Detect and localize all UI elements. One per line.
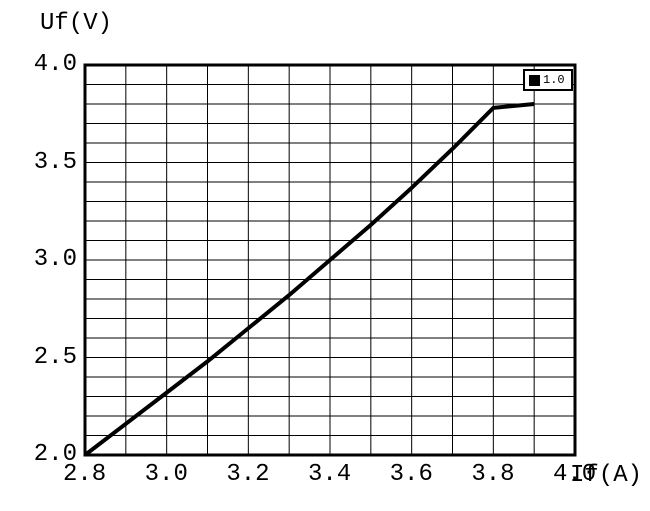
x-tick-label: 2.8 [63, 461, 106, 488]
legend-marker-icon [529, 75, 540, 86]
x-tick-label: 3.4 [308, 461, 351, 488]
x-tick-label: 3.6 [390, 461, 433, 488]
chart-container: Uf(V) 2.02.53.03.54.0 2.83.03.23.43.63.8… [0, 0, 650, 511]
y-tick-label: 3.5 [34, 149, 77, 176]
x-tick-label: 3.0 [145, 461, 188, 488]
y-tick-label: 4.0 [34, 51, 77, 78]
x-tick-label: 3.8 [471, 461, 514, 488]
legend-label: 1.0 [543, 73, 565, 87]
legend-box: 1.0 [523, 69, 573, 91]
x-tick-label: 3.2 [226, 461, 269, 488]
y-tick-label: 3.0 [34, 246, 77, 273]
y-tick-label: 2.5 [34, 344, 77, 371]
x-axis-title: If(A) [570, 462, 642, 489]
